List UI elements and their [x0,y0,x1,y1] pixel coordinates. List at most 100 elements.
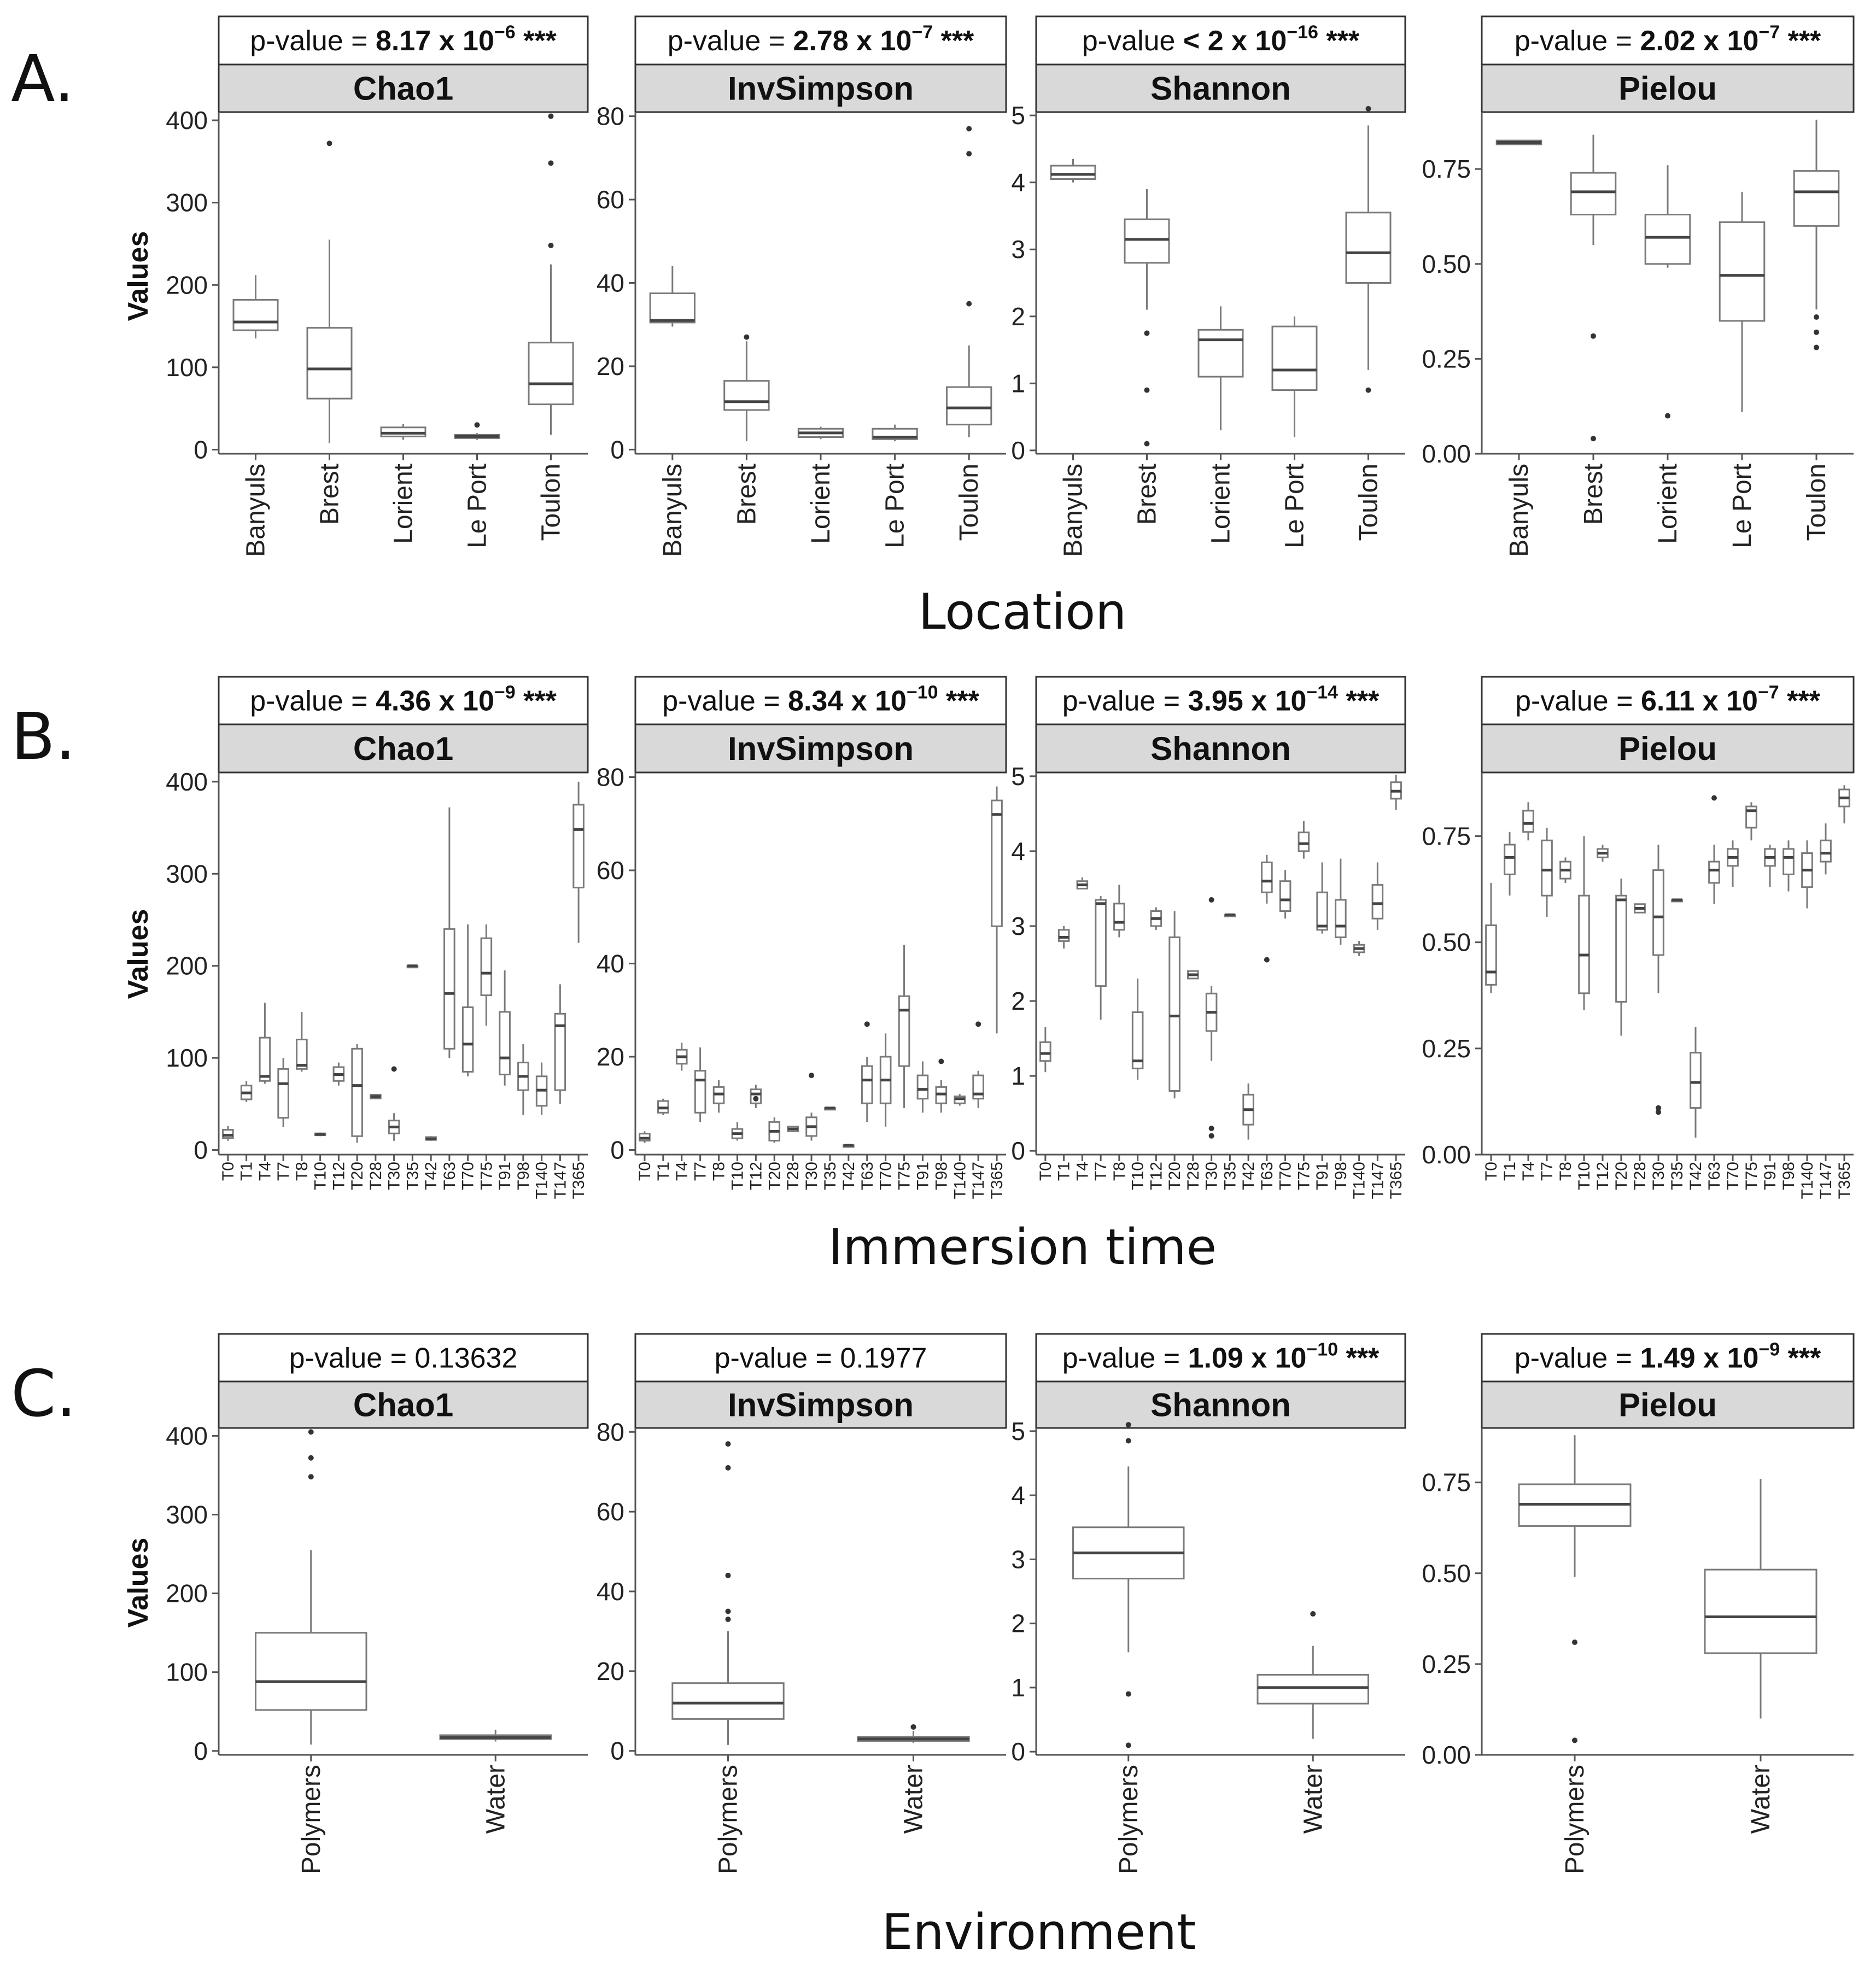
box-iqr [554,1012,566,1091]
x-tick-label: T35 [821,1162,839,1190]
box-b-pielou-t28 [1634,903,1646,914]
box-iqr [1316,891,1328,931]
box-b-chao1-t1 [240,1081,253,1102]
strip-c-pielou [1481,1380,1855,1429]
outlier-point [1264,957,1270,963]
strip-label-b-invsimpson: InvSimpson [728,730,914,767]
box-iqr [1793,170,1840,227]
box-b-pielou-t147 [1820,823,1832,875]
box-b-pielou-t30 [1652,845,1664,1115]
x-tick-label: T63 [858,1162,876,1190]
box-iqr [1783,848,1795,875]
outlier-point [1144,330,1150,336]
x-tick-label: T140 [951,1162,969,1199]
box-a-pielou-brest [1570,134,1617,442]
box-b-pielou-t12 [1597,845,1609,862]
box-a-pielou-toulon [1793,119,1840,350]
box-b-chao1-t91 [499,970,511,1086]
box-b-shannon-t42 [1242,1083,1254,1140]
strip-c-invsimpson [634,1380,1007,1429]
x-tick-label: T0 [1037,1162,1055,1181]
box-b-invsimpson-t30 [805,1073,817,1141]
pvalue-text-a-shannon: p-value < 2 x 10−16 *** [1082,22,1360,57]
x-tick-label: Water [1299,1765,1328,1834]
box-iqr [1168,936,1180,1092]
pvalue-prefix: p-value [1082,25,1183,57]
panel-label-b: B. [11,699,75,774]
box-a-pielou-le-port [1719,191,1766,412]
box-iqr [351,1047,363,1137]
pvalue-mantissa: 1.09 x 10 [1188,1343,1307,1374]
box-b-invsimpson-t4 [675,1043,688,1071]
outlier-point [308,1474,314,1480]
pvalue-text-a-invsimpson: p-value = 2.78 x 10−7 *** [668,22,974,57]
box-a-shannon-le-port [1271,316,1318,437]
y-tick-label: 0.50 [1422,928,1471,957]
facet-b-shannon: p-value = 3.95 x 10−14 *** Shannon 0 1 2 3 4 5 T… [1011,676,1406,1199]
x-tick-label: T30 [385,1162,404,1190]
x-tick-label: T8 [1557,1162,1575,1181]
strip-a-pielou [1481,63,1855,113]
box-b-pielou-t63 [1708,795,1720,904]
strip-label-a-chao1: Chao1 [353,71,453,107]
pvalue-exponent: −16 [1287,22,1318,43]
pvalue-prefix: p-value = [668,25,793,57]
box-b-shannon-t35 [1224,913,1236,917]
y-tick-label: 1 [1011,1062,1025,1090]
x-tick-label: T140 [533,1162,551,1199]
x-tick-label: T365 [1387,1162,1405,1199]
y-tick-label: 200 [166,1579,208,1608]
outlier-point [1125,1742,1131,1748]
pvalue-text-c-chao1: p-value = 0.13632 [289,1343,518,1374]
pvalue-box-b-pielou [1481,676,1855,725]
outlier-point [1365,106,1371,112]
x-tick-label: Lorient [1207,464,1236,544]
outlier-point [1208,1133,1214,1139]
x-tick-label: T98 [1780,1162,1798,1190]
outlier-point [966,126,972,132]
x-tick-label: T147 [969,1162,987,1199]
pvalue-text-c-invsimpson: p-value = 0.1977 [715,1343,927,1374]
strip-label-c-invsimpson: InvSimpson [728,1387,914,1424]
strip-label-c-shannon: Shannon [1150,1387,1291,1424]
x-tick-label: Lorient [389,464,418,544]
strip-b-chao1 [218,723,589,774]
y-tick-label: 300 [166,1501,208,1529]
outlier-point [326,140,332,147]
y-tick-label: 80 [597,102,624,131]
y-tick-label: 3 [1011,1545,1025,1573]
x-tick-label: T10 [1575,1162,1593,1190]
x-tick-label: T28 [1184,1162,1202,1190]
facet-b-chao1: p-value = 4.36 x 10−9 *** Chao1 0 100 200 300… [166,676,589,1199]
box-b-pielou-t10 [1578,836,1590,1010]
y-tick-label: 2 [1011,1609,1025,1638]
outlier-point [966,151,972,157]
pvalue-prefix: p-value = [1515,686,1641,717]
x-tick-label: T12 [1594,1162,1612,1190]
box-b-chao1-t70 [461,924,474,1076]
x-tick-label: T98 [515,1162,533,1190]
box-iqr [1261,861,1273,893]
x-tick-label: T70 [877,1162,895,1190]
x-tick-label: T20 [1166,1162,1184,1190]
y-tick-label: 40 [597,1577,624,1606]
outlier-point [809,1073,815,1079]
y-axis-label-a: Values [122,231,154,321]
pvalue-stars: *** [933,25,974,57]
box-iqr [1371,884,1384,920]
box-iqr [671,1682,785,1720]
box-b-invsimpson-t7 [694,1047,706,1122]
pvalue-text-a-chao1: p-value = 8.17 x 10−6 *** [250,22,557,57]
outlier-point [744,334,750,340]
strip-label-a-shannon: Shannon [1150,71,1291,107]
pvalue-stars: *** [938,686,980,717]
x-tick-label: T4 [673,1162,691,1181]
facet-a-pielou: p-value = 2.02 x 10−7 *** Pielou 0.00 0.25 0… [1422,15,1855,557]
box-iqr [649,292,696,324]
outlier-point [1656,1105,1661,1111]
y-tick-label: 300 [166,189,208,217]
box-iqr [1298,832,1310,852]
pvalue-prefix: p-value = 0.1977 [715,1343,927,1374]
pvalue-text-a-pielou: p-value = 2.02 x 10−7 *** [1515,22,1821,57]
box-iqr [1124,218,1170,264]
